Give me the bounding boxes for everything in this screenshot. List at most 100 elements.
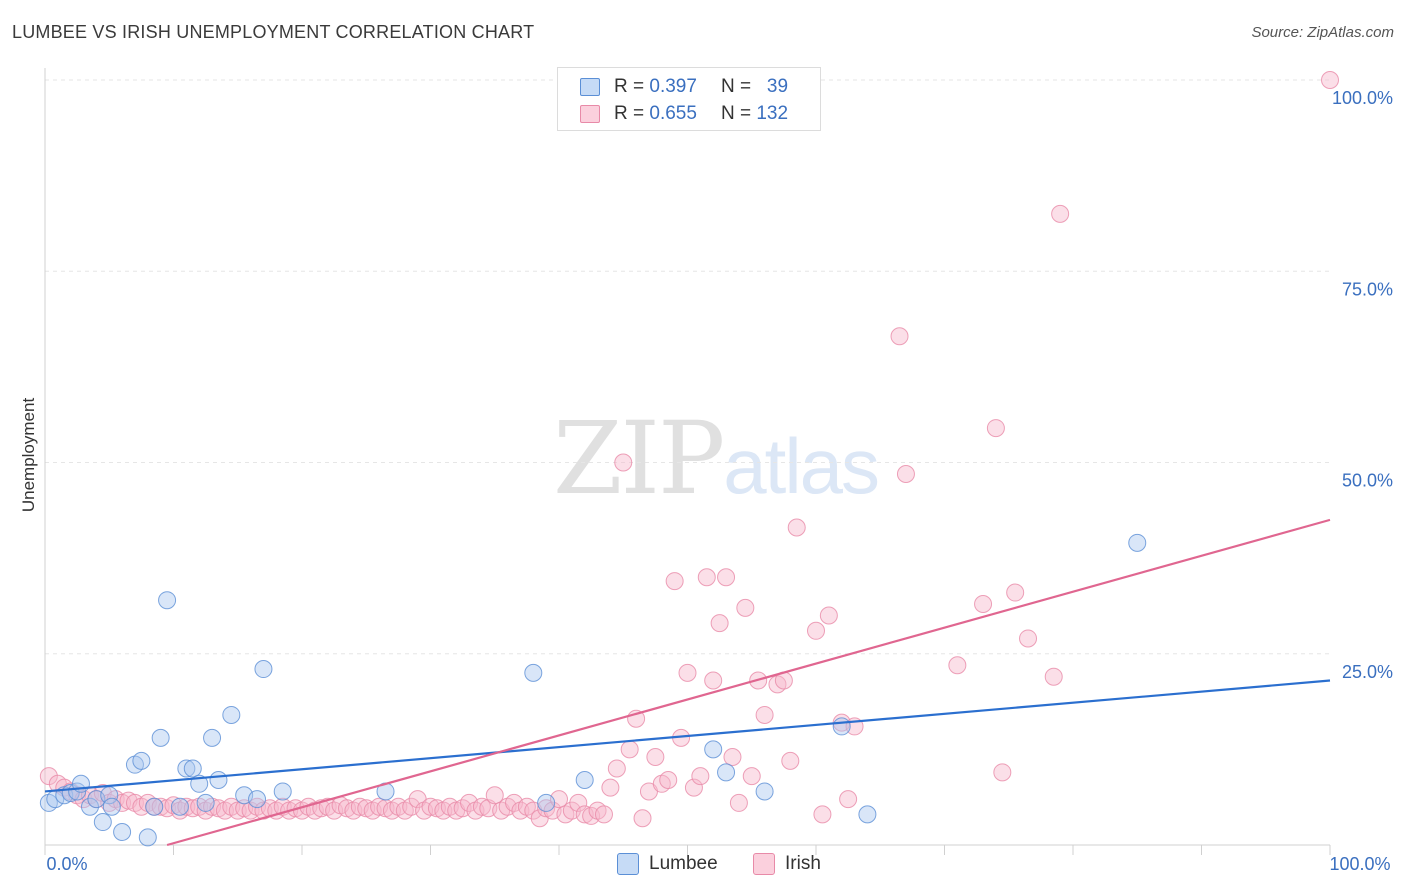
point-lumbee: [93, 813, 112, 832]
point-irish: [1019, 629, 1038, 648]
point-lumbee: [102, 797, 121, 816]
point-irish: [986, 419, 1005, 438]
point-lumbee: [222, 705, 241, 724]
point-irish: [659, 770, 678, 789]
point-irish: [177, 797, 196, 816]
point-lumbee: [524, 663, 543, 682]
point-lumbee: [132, 751, 151, 770]
point-lumbee: [177, 759, 196, 778]
legend-row-irish: R = 0.655 N = 132: [580, 102, 788, 126]
point-irish: [665, 572, 684, 591]
legend-n-value: 39: [766, 76, 789, 97]
point-lumbee: [196, 793, 215, 812]
x-tick-label: 0.0%: [46, 854, 87, 874]
point-irish: [948, 656, 967, 675]
point-irish: [601, 778, 620, 797]
point-irish: [781, 751, 800, 770]
trendline-irish: [166, 518, 1331, 847]
legend-n-label: N =: [720, 76, 752, 97]
point-lumbee: [755, 782, 774, 801]
y-tick-label: 100.0%: [1332, 88, 1393, 108]
point-irish: [993, 763, 1012, 782]
point-lumbee: [80, 797, 99, 816]
point-irish: [723, 748, 742, 767]
point-lumbee: [717, 763, 736, 782]
bottom-legend-label-irish: Irish: [785, 853, 821, 874]
legend-n-label: N =: [720, 103, 752, 124]
point-lumbee: [183, 759, 202, 778]
point-irish: [755, 705, 774, 724]
point-lumbee: [151, 728, 170, 747]
legend-r-value: 0.655: [649, 103, 697, 124]
point-lumbee: [537, 793, 556, 812]
point-lumbee: [575, 770, 594, 789]
point-irish: [1006, 583, 1025, 602]
source-label: Source: ZipAtlas.com: [1251, 24, 1394, 41]
point-lumbee: [248, 790, 267, 809]
point-irish: [697, 568, 716, 587]
point-irish: [704, 671, 723, 690]
legend-r-value: 0.397: [649, 76, 697, 97]
point-lumbee: [832, 717, 851, 736]
point-irish: [614, 453, 633, 472]
point-irish: [594, 805, 613, 824]
x-tick-label: 100.0%: [1329, 854, 1390, 874]
point-lumbee: [1128, 533, 1147, 552]
bottom-legend-label-lumbee: Lumbee: [649, 853, 718, 874]
point-irish: [684, 778, 703, 797]
point-irish: [742, 767, 761, 786]
point-irish: [620, 740, 639, 759]
point-irish: [710, 614, 729, 633]
point-irish: [151, 797, 170, 816]
point-irish: [1321, 71, 1339, 89]
point-lumbee: [254, 660, 273, 679]
point-irish: [607, 759, 626, 778]
point-irish: [736, 598, 755, 617]
point-irish: [813, 805, 832, 824]
correlation-legend: R = 0.397 N = 39 R = 0.655 N = 132: [557, 67, 821, 131]
legend-n-value: 132: [756, 103, 789, 124]
point-irish: [485, 786, 504, 805]
y-tick-label: 75.0%: [1342, 279, 1393, 299]
legend-r-label: R =: [614, 103, 645, 124]
y-axis-label: Unemployment: [19, 398, 38, 513]
point-irish: [896, 464, 915, 483]
point-lumbee: [158, 591, 177, 610]
point-irish: [839, 790, 858, 809]
point-irish: [787, 518, 806, 537]
legend-row-lumbee: R = 0.397 N = 39: [580, 75, 788, 99]
point-lumbee: [113, 822, 132, 841]
point-irish: [1044, 667, 1063, 686]
point-irish: [39, 767, 58, 786]
chart-title: LUMBEE VS IRISH UNEMPLOYMENT CORRELATION…: [12, 22, 535, 42]
point-irish: [1051, 204, 1070, 223]
point-irish: [569, 793, 588, 812]
point-irish: [678, 663, 697, 682]
bottom-legend-lumbee: Lumbee: [617, 851, 718, 877]
point-lumbee: [273, 782, 292, 801]
point-lumbee: [145, 797, 164, 816]
y-tick-label: 25.0%: [1342, 662, 1393, 682]
legend-swatch-irish: [580, 105, 600, 123]
point-irish: [807, 621, 825, 640]
point-irish: [691, 767, 710, 786]
point-lumbee: [209, 770, 228, 789]
point-lumbee: [858, 805, 877, 824]
point-irish: [717, 568, 736, 587]
legend-swatch-lumbee: [580, 78, 600, 96]
point-irish: [729, 793, 748, 812]
point-irish: [974, 595, 993, 614]
point-lumbee: [203, 728, 222, 747]
legend-r-label: R =: [614, 76, 645, 97]
point-lumbee: [138, 828, 157, 847]
y-tick-label: 50.0%: [1342, 471, 1393, 491]
bottom-legend-swatch-lumbee: [617, 853, 639, 875]
trendline-lumbee: [44, 679, 1331, 793]
point-irish: [633, 809, 652, 828]
bottom-legend-swatch-irish: [753, 853, 775, 875]
point-irish: [890, 327, 909, 346]
point-irish: [472, 797, 491, 816]
watermark: ZIPatlas: [553, 400, 880, 517]
point-irish: [819, 606, 838, 625]
